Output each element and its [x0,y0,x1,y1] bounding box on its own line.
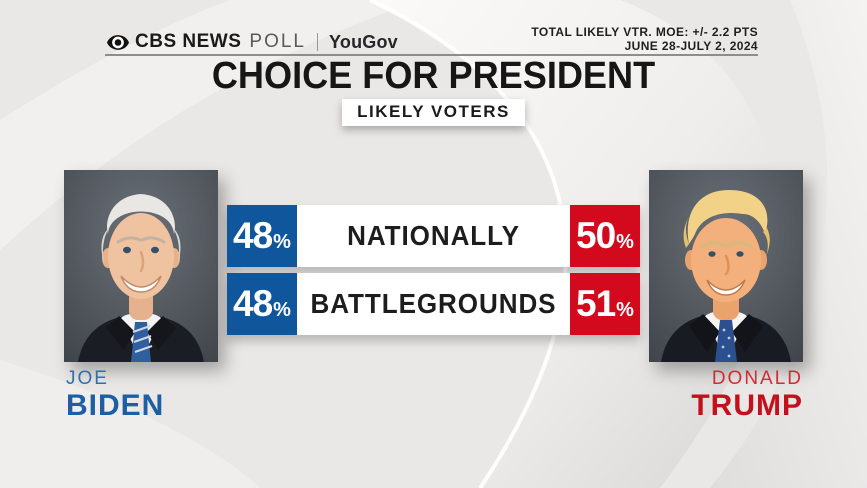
cbs-news-label: CBS NEWS [135,31,242,52]
trump-portrait-illustration [649,170,803,362]
poll-row-nationally: 48% NATIONALLY 50% [227,205,640,267]
percent-sign: % [616,299,634,321]
poll-results: 48% NATIONALLY 50% 48% BATTLEGROUNDS 51% [227,205,640,341]
biden-photo [64,170,218,362]
value-number: 51 [576,283,616,324]
percent-sign: % [616,231,634,253]
cbs-eye-icon [107,34,129,50]
first-name: DONALD [711,368,803,389]
percent-sign: % [273,231,291,253]
page-title: CHOICE FOR PRESIDENT [211,55,656,97]
trump-photo [649,170,803,362]
value-number: 48 [233,215,273,256]
biden-battlegrounds-value: 48% [227,273,297,335]
moe-line: TOTAL LIKELY VTR. MOE: +/- 2.2 PTS [531,25,758,39]
candidate-name-biden: JOE BIDEN [66,369,164,421]
row-label: NATIONALLY [347,220,520,251]
yougov-label: YouGov [329,31,398,52]
logo-divider [317,33,318,51]
biden-portrait-illustration [64,170,218,362]
value-number: 48 [233,283,273,324]
dates-line: JUNE 28-JULY 2, 2024 [624,39,758,53]
poll-label: POLL [249,31,306,52]
row-label: BATTLEGROUNDS [310,288,557,319]
poll-row-battlegrounds: 48% BATTLEGROUNDS 51% [227,273,640,335]
last-name: BIDEN [66,389,165,422]
subtitle-badge: LIKELY VOTERS [342,99,525,126]
cbs-yougov-logo: CBS NEWS POLL YouGov [107,31,398,53]
biden-nationally-value: 48% [227,205,297,267]
poll-methodology-note: TOTAL LIKELY VTR. MOE: +/- 2.2 PTS JUNE … [531,25,758,53]
candidate-name-trump: DONALD TRUMP [691,369,803,421]
first-name: JOE [66,368,109,389]
last-name: TRUMP [691,389,803,422]
trump-nationally-value: 50% [570,205,640,267]
trump-battlegrounds-value: 51% [570,273,640,335]
value-number: 50 [576,215,616,256]
header-rule [105,54,758,56]
percent-sign: % [273,299,291,321]
